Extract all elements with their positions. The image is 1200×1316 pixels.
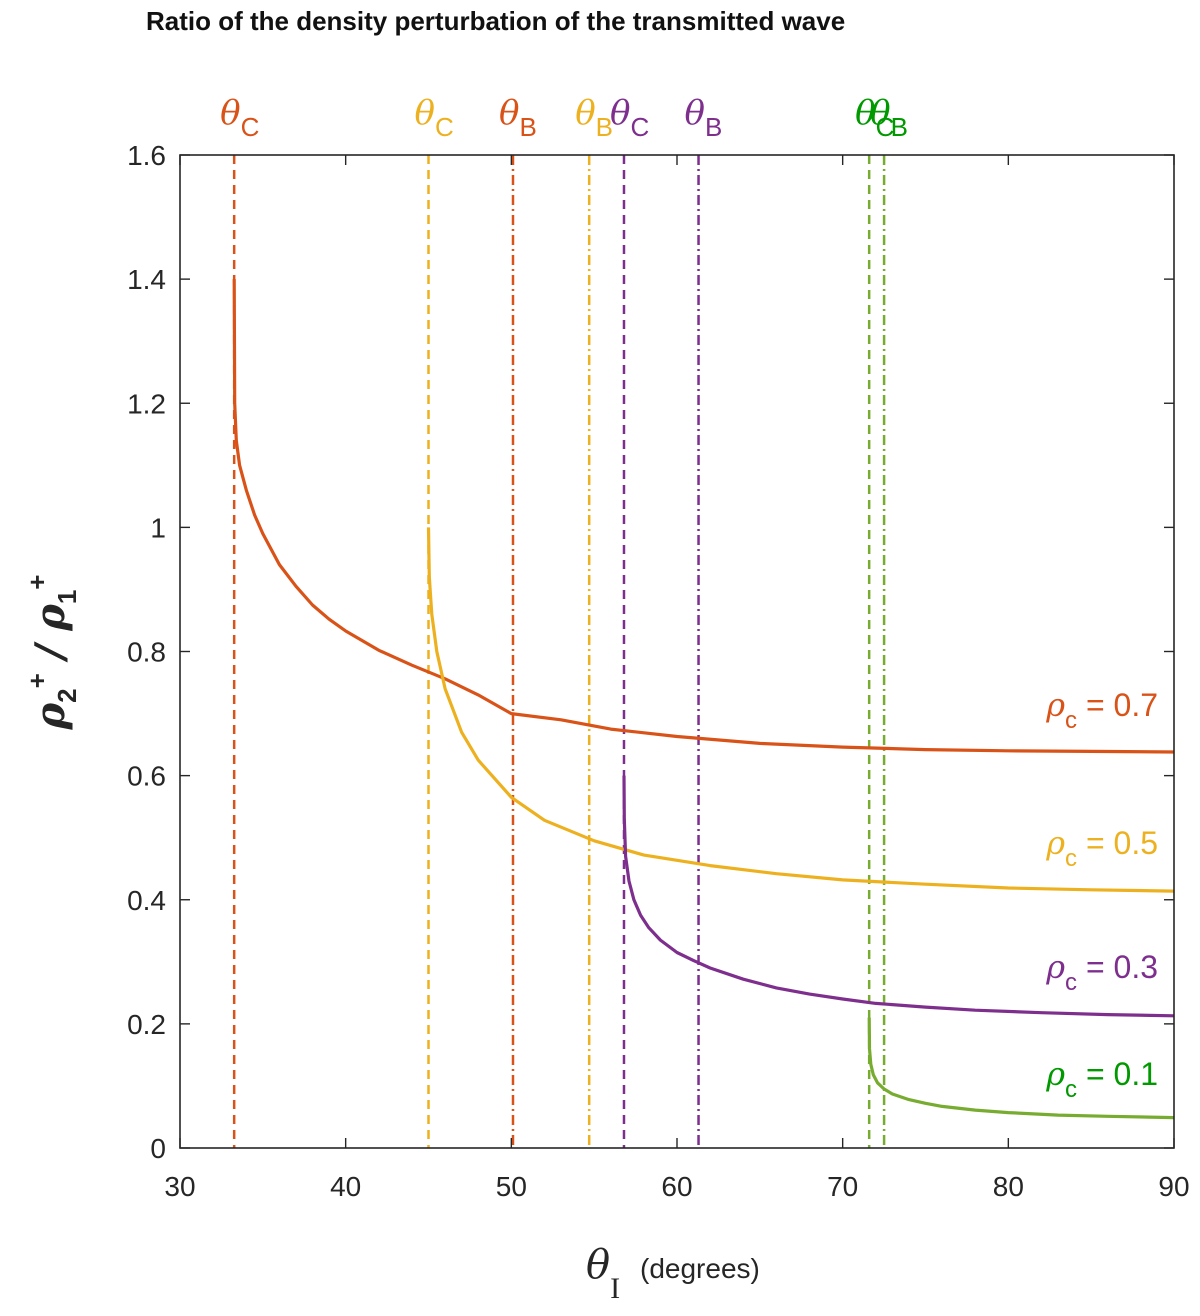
plot-frame [179, 154, 1175, 1149]
angle-annotation-5: θC [610, 93, 649, 142]
y-tick-label: 0.6 [127, 761, 166, 792]
x-tick-label: 70 [827, 1171, 858, 1202]
axis-labels: θI (degrees) ρ2+ / ρ1+ [22, 575, 760, 1306]
y-tick-label: 1.6 [127, 140, 166, 171]
data-series [232, 279, 1175, 1120]
x-tick-label: 30 [164, 1171, 195, 1202]
series-label-1: ρc = 0.7 [1045, 686, 1158, 734]
angle-annotation-3: θB [499, 93, 537, 142]
y-tick-label: 0.2 [127, 1009, 166, 1040]
series-line-1 [232, 279, 1175, 754]
x-tick-label: 40 [330, 1171, 361, 1202]
series-line-3 [622, 775, 1175, 1018]
x-tick-label: 90 [1158, 1171, 1189, 1202]
y-tick-label: 0.8 [127, 637, 166, 668]
y-tick-label: 0.4 [127, 885, 166, 916]
angle-annotation-2: θC [415, 93, 454, 142]
axes-box [179, 154, 1175, 1149]
series-label-4: ρc = 0.1 [1045, 1055, 1158, 1103]
x-axis-units: (degrees) [640, 1253, 760, 1284]
series-line-2 [426, 527, 1175, 893]
x-tick-label: 80 [993, 1171, 1024, 1202]
x-axis-label: θI [586, 1242, 620, 1305]
chart-title: Ratio of the density perturbation of the… [146, 6, 846, 36]
angle-marker-lines [232, 155, 886, 1148]
x-tick-label: 50 [496, 1171, 527, 1202]
tick-labels: 30 40 50 60 70 80 90 0 0.2 0.4 0.6 0.8 1 1.2 1.4 1.6 [127, 140, 1190, 1202]
y-tick-label: 0 [150, 1133, 166, 1164]
series-label-3: ρc = 0.3 [1045, 948, 1158, 996]
series-label-2: ρc = 0.5 [1045, 824, 1158, 872]
y-tick-label: 1.4 [127, 264, 166, 295]
angle-annotation-1: θC [220, 93, 259, 142]
series-labels: ρc = 0.7 ρc = 0.5 ρc = 0.3 ρc = 0.1 [1045, 686, 1158, 1103]
angle-annotation-4: θB [575, 93, 613, 142]
y-tick-label: 1.2 [127, 388, 166, 419]
y-tick-label: 1 [150, 512, 166, 543]
angle-annotation-6: θB [685, 93, 723, 142]
series-line-4 [867, 1017, 1175, 1120]
x-tick-label: 60 [661, 1171, 692, 1202]
angle-annotation-8: θB [870, 93, 908, 142]
y-axis-label: ρ2+ / ρ1+ [22, 575, 82, 731]
angle-annotation-7: θC [855, 93, 894, 142]
